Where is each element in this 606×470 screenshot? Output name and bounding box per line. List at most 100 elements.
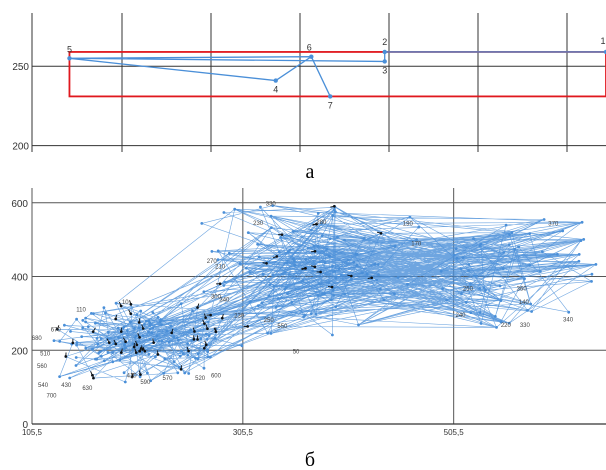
chart-b-point bbox=[133, 326, 136, 330]
chart-b-arrowhead bbox=[141, 348, 144, 351]
chart-b-point bbox=[334, 210, 337, 214]
chart-b-point bbox=[202, 290, 206, 294]
chart-b-point bbox=[379, 287, 382, 291]
chart-b-point bbox=[154, 355, 157, 359]
chart-b-point bbox=[274, 305, 278, 309]
chart-b-point bbox=[441, 287, 445, 290]
chart-b-point bbox=[331, 264, 334, 268]
chart-b-point bbox=[169, 324, 173, 327]
chart-b-series-lines bbox=[53, 205, 597, 383]
chart-b-point bbox=[183, 371, 187, 375]
chart-b-point bbox=[176, 336, 179, 339]
chart-b-point bbox=[377, 273, 380, 277]
chart-b-point bbox=[176, 339, 180, 342]
chart-b-data-label: 430 bbox=[61, 383, 72, 389]
chart-b-point bbox=[75, 341, 79, 344]
chart-b-arrowhead bbox=[246, 325, 250, 328]
chart-b-point bbox=[140, 350, 144, 354]
chart-a-point-6 bbox=[309, 54, 314, 59]
chart-b-point bbox=[479, 322, 483, 325]
chart-b-point bbox=[331, 214, 334, 217]
chart-b-data-label: 360 bbox=[517, 287, 528, 293]
chart-b-arrowhead bbox=[137, 321, 141, 324]
chart-b-y-tick-label: 0 bbox=[22, 420, 28, 431]
chart-b-arrowhead bbox=[196, 306, 199, 309]
chart-b-point bbox=[323, 292, 326, 295]
chart-b-point bbox=[179, 302, 183, 305]
chart-b-point bbox=[111, 351, 115, 354]
chart-b-y-tick-label: 600 bbox=[11, 199, 28, 210]
chart-b-point bbox=[248, 300, 252, 303]
chart-b-point bbox=[160, 339, 164, 343]
chart-b-point bbox=[561, 229, 565, 233]
chart-b-point bbox=[304, 257, 308, 261]
chart-b-arrowhead bbox=[114, 317, 118, 321]
caption-a: a bbox=[306, 161, 315, 183]
chart-b-point bbox=[147, 330, 150, 334]
chart-a-point-5 bbox=[67, 56, 72, 61]
chart-b-data-label: 330 bbox=[266, 201, 277, 207]
chart-b-point bbox=[266, 331, 269, 335]
chart-b-point bbox=[160, 323, 164, 327]
chart-b-point bbox=[467, 269, 470, 272]
chart-b-point bbox=[74, 364, 78, 367]
chart-b-point bbox=[479, 242, 483, 246]
chart-b-arrowhead bbox=[304, 267, 307, 270]
chart-b-point bbox=[155, 334, 159, 337]
chart-b-point bbox=[332, 269, 336, 273]
chart-b-point bbox=[312, 244, 316, 248]
chart-b-point bbox=[80, 335, 84, 338]
chart-b-point bbox=[135, 334, 138, 338]
chart-b-data-label: 630 bbox=[82, 386, 93, 392]
chart-b-point bbox=[186, 342, 190, 346]
chart-b-arrowhead bbox=[313, 249, 317, 253]
chart-a-point-4 bbox=[273, 78, 278, 83]
chart-b-arrowhead bbox=[120, 351, 123, 354]
chart-b-point bbox=[314, 312, 318, 316]
chart-b-point bbox=[190, 338, 194, 342]
chart-b-point bbox=[285, 261, 289, 265]
chart-b-point bbox=[222, 211, 226, 214]
chart-b-point bbox=[361, 271, 364, 275]
chart-b-data-label: 280 bbox=[316, 220, 327, 226]
chart-b-point bbox=[151, 311, 155, 314]
chart-b-point bbox=[137, 326, 141, 330]
chart-b-point bbox=[272, 284, 276, 288]
chart-b-point bbox=[207, 334, 211, 337]
chart-b-point bbox=[328, 254, 331, 258]
chart-b-point bbox=[507, 321, 511, 325]
chart-b-point bbox=[362, 237, 366, 240]
chart-b-point bbox=[464, 300, 468, 304]
chart-b-arrowhead bbox=[129, 303, 133, 306]
chart-b-point bbox=[337, 267, 341, 270]
chart-b-point bbox=[178, 354, 182, 358]
chart-b-point bbox=[539, 270, 542, 273]
chart-b-data-label: 600 bbox=[211, 374, 222, 380]
chart-b-point bbox=[517, 245, 520, 249]
chart-b-point bbox=[260, 301, 264, 305]
chart-b-point bbox=[138, 375, 142, 379]
chart-b-arrowhead bbox=[56, 328, 59, 331]
chart-a-point-label: 3 bbox=[382, 65, 387, 75]
chart-b-point bbox=[343, 238, 346, 242]
chart-b-arrowhead bbox=[130, 375, 134, 379]
chart-b-point bbox=[94, 321, 97, 325]
chart-b-point bbox=[373, 262, 377, 266]
chart-b-point bbox=[331, 333, 334, 337]
chart-b-point bbox=[146, 371, 149, 375]
chart-b-data-label: 700 bbox=[46, 393, 57, 399]
chart-b-x-tick-label: 505,5 bbox=[444, 428, 465, 437]
chart-b-point bbox=[334, 276, 338, 280]
chart-b-point bbox=[504, 223, 508, 227]
chart-b-point bbox=[478, 311, 482, 314]
chart-b-point bbox=[459, 267, 463, 271]
chart-b-point bbox=[542, 218, 546, 221]
chart-b-arrowhead bbox=[170, 331, 173, 335]
chart-b-point bbox=[508, 233, 511, 236]
chart-b-point bbox=[285, 286, 288, 289]
chart-b-point bbox=[128, 320, 132, 324]
chart-b-point bbox=[156, 315, 160, 319]
chart-b-point bbox=[123, 380, 127, 384]
chart-b-point bbox=[75, 343, 78, 347]
chart-b-point bbox=[200, 222, 204, 225]
